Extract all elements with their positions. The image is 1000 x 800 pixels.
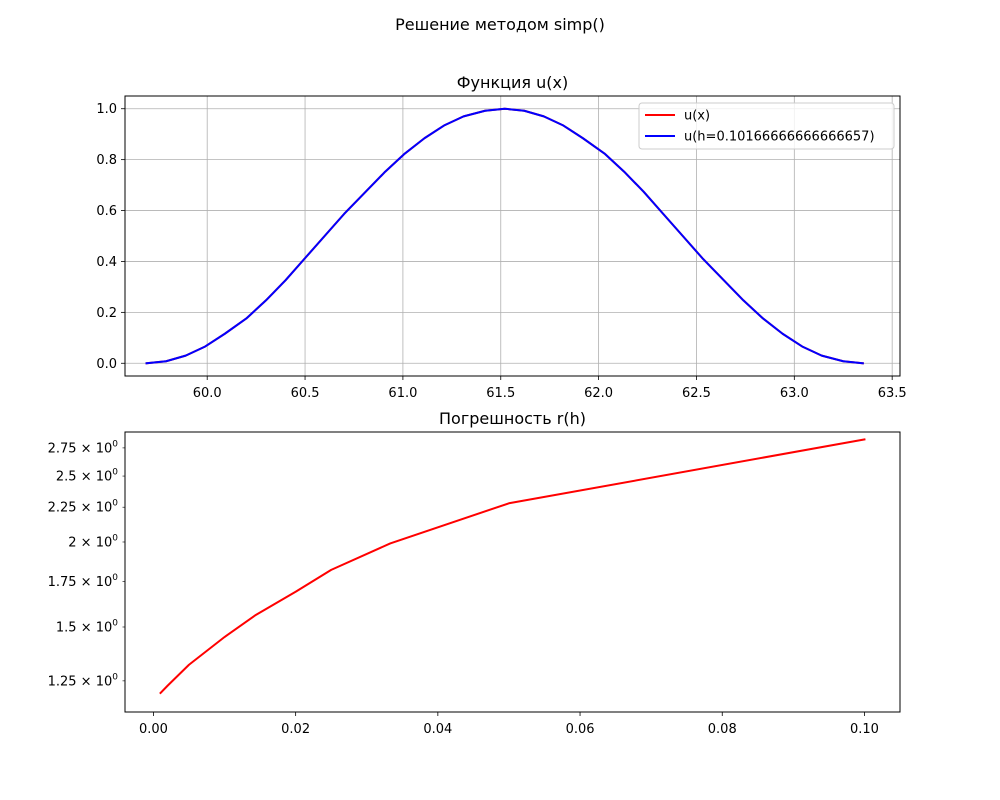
- y-tick-label: 1.75 × 100: [48, 573, 119, 590]
- series-line-u-h: [145, 107, 864, 365]
- x-tick-label: 0.04: [423, 722, 452, 737]
- figure-suptitle: Решение методом simp(): [395, 15, 605, 34]
- function-plot-title: Функция u(x): [457, 73, 568, 92]
- series-line-r-h: [159, 438, 866, 695]
- y-tick-label: 1.5 × 100: [56, 618, 118, 635]
- y-tick-label: 0.6: [96, 204, 117, 219]
- y-tick-label: 2.25 × 100: [48, 499, 119, 516]
- y-tick-label: 1.0: [96, 102, 117, 117]
- x-tick-label: 60.0: [193, 386, 222, 401]
- x-tick-label: 0.06: [566, 722, 595, 737]
- function-plot-y-axis: 0.0 0.2 0.4 0.6 0.8 1.0: [96, 102, 125, 372]
- function-plot-frame: [124, 95, 901, 377]
- legend-box: [638, 102, 895, 150]
- y-tick-label: 2 × 100: [68, 533, 118, 550]
- x-tick-label: 0.02: [281, 722, 310, 737]
- error-plot-title: Погрешность r(h): [439, 409, 586, 428]
- function-plot-x-axis: 60.0 60.5 61.0 61.5 62.0 62.5 63.0 63.5: [193, 376, 907, 401]
- x-tick-label: 0.10: [850, 722, 879, 737]
- y-tick-label: 2.75 × 100: [48, 439, 119, 456]
- x-tick-label: 60.5: [291, 386, 320, 401]
- y-tick-label: 2.5 × 100: [56, 468, 118, 485]
- x-tick-label: 62.0: [584, 386, 613, 401]
- error-plot: Погрешность r(h) 0.00 0.02 0.04 0.06 0.08 0.1…: [48, 409, 901, 737]
- y-tick-label: 0.4: [96, 255, 117, 270]
- x-tick-label: 0.08: [708, 722, 737, 737]
- function-plot-legend: u(x) u(h=0.10166666666666657): [638, 102, 895, 150]
- y-tick-label: 0.0: [96, 357, 117, 372]
- legend-label-u-x: u(x): [684, 109, 710, 124]
- error-plot-x-axis: 0.00 0.02 0.04 0.06 0.08 0.10: [139, 712, 879, 737]
- y-tick-label: 0.8: [96, 153, 117, 168]
- x-tick-label: 0.00: [139, 722, 168, 737]
- x-tick-label: 63.5: [878, 386, 907, 401]
- error-plot-y-axis: 1.25 × 100 1.5 × 100 1.75 × 100 2 × 100 2.25…: [48, 439, 125, 689]
- x-tick-label: 61.0: [388, 386, 417, 401]
- function-plot: Функция u(x) 60.0 60.5 61.0 61.5 62.0 62.5 63.…: [96, 73, 906, 401]
- error-plot-lines: [159, 438, 866, 695]
- x-tick-label: 62.5: [682, 386, 711, 401]
- legend-label-u-h: u(h=0.10166666666666657): [684, 130, 875, 145]
- function-plot-lines: [145, 107, 864, 365]
- error-plot-frame: [124, 431, 901, 713]
- x-tick-label: 61.5: [486, 386, 515, 401]
- y-tick-label: 0.2: [96, 306, 117, 321]
- y-tick-label: 1.25 × 100: [48, 672, 119, 689]
- x-tick-label: 63.0: [780, 386, 809, 401]
